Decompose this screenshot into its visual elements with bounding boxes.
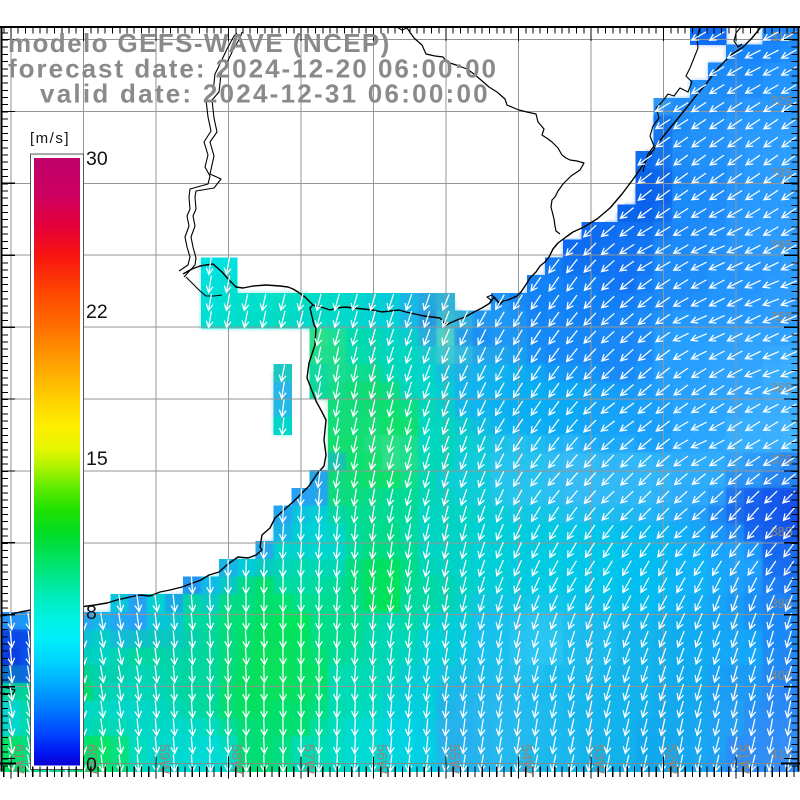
svg-text:modelo GEFS-WAVE (NCEP): modelo GEFS-WAVE (NCEP) <box>8 28 391 58</box>
svg-text:33S: 33S <box>771 166 793 180</box>
svg-text:39S: 39S <box>771 597 793 611</box>
svg-text:35S: 35S <box>771 310 793 324</box>
svg-text:valid date: 2024-12-31 06:00:0: valid date: 2024-12-31 06:00:00 <box>40 79 490 109</box>
svg-text:32S: 32S <box>771 94 793 108</box>
svg-text:38S: 38S <box>771 525 793 539</box>
svg-text:55W: 55W <box>446 744 462 774</box>
svg-text:57W: 57W <box>301 744 317 774</box>
svg-text:51W: 51W <box>736 744 752 774</box>
svg-text:8: 8 <box>86 602 97 624</box>
svg-text:15: 15 <box>86 448 108 470</box>
svg-text:37S: 37S <box>771 453 793 467</box>
svg-text:30: 30 <box>86 148 108 170</box>
svg-text:36S: 36S <box>771 381 793 395</box>
svg-text:58W: 58W <box>228 744 244 774</box>
svg-text:0: 0 <box>86 754 97 776</box>
svg-text:60W: 60W <box>83 744 99 774</box>
svg-text:[m/s]: [m/s] <box>30 130 70 147</box>
svg-text:22: 22 <box>86 301 108 323</box>
svg-text:34S: 34S <box>771 238 793 252</box>
svg-text:59W: 59W <box>156 744 172 774</box>
svg-text:54W: 54W <box>518 744 534 774</box>
svg-text:31S: 31S <box>771 30 793 44</box>
svg-text:forecast date: 2024-12-20 06:0: forecast date: 2024-12-20 06:00:00 <box>8 54 498 84</box>
svg-text:52W: 52W <box>663 744 679 774</box>
svg-text:53W: 53W <box>591 744 607 774</box>
svg-text:56W: 56W <box>373 744 389 774</box>
